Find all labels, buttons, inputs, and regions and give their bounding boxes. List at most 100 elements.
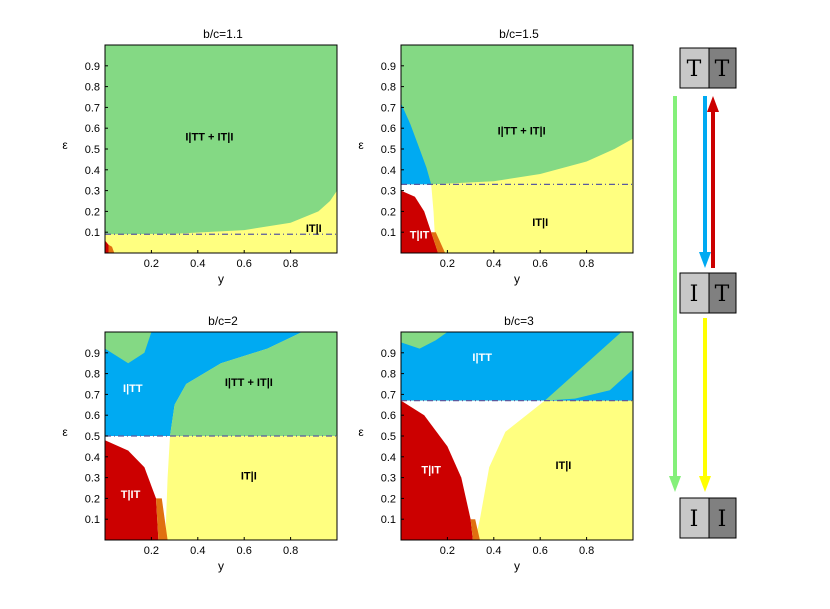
chart-title-4: b/c=3	[504, 314, 534, 328]
region-label: I|TT	[123, 383, 143, 395]
y-tick-label: 0.2	[381, 493, 396, 505]
y-axis-label: ε	[62, 425, 68, 439]
region-mixed	[544, 332, 633, 401]
region-it-i	[105, 190, 337, 253]
y-tick-label: 0.8	[381, 82, 396, 94]
y-tick-label: 0.1	[85, 514, 100, 526]
top-box-left	[679, 47, 710, 89]
y-tick-label: 0.1	[381, 227, 396, 239]
x-tick-label: 0.6	[533, 545, 548, 557]
green-arrow	[669, 96, 681, 492]
region-label: I|TT + IT|I	[498, 125, 546, 137]
y-tick-label: 0.9	[85, 348, 100, 360]
region-t-it	[105, 440, 159, 540]
chart-panel-3: b/c=2 0.2 0.4 0.6 0.8 0.1 0.2 0.3 0.4 0.5 0.6 0.7 0…	[62, 314, 338, 573]
region-label: I|TT	[472, 352, 492, 364]
y-tick-label: 0.9	[381, 61, 396, 73]
region-mixed-top	[401, 332, 448, 349]
x-axis-label: y	[514, 272, 520, 286]
y-tick-label: 0.6	[381, 123, 396, 135]
y-tick-label: 0.4	[381, 452, 396, 464]
y-tick-label: 0.7	[381, 389, 396, 401]
x-tick-label: 0.2	[440, 258, 455, 270]
y-tick-label: 0.8	[85, 369, 100, 381]
top-box-right	[708, 47, 737, 89]
bottom-box-right-label: I	[718, 507, 727, 532]
chart-title-1: b/c=1.1	[203, 27, 243, 41]
y-tick-label: 0.4	[85, 452, 100, 464]
region-mixed-top	[105, 332, 152, 364]
middle-box-right	[708, 272, 737, 314]
plot-area	[401, 332, 633, 540]
x-tick-label: 0.2	[440, 545, 455, 557]
chart-title-3: b/c=2	[208, 314, 238, 328]
x-tick-label: 0.4	[486, 258, 501, 270]
y-tick-label: 0.7	[85, 389, 100, 401]
region-transition	[156, 498, 168, 540]
region-transition	[431, 232, 446, 253]
y-tick-label: 0.7	[381, 102, 396, 114]
y-tick-label: 0.5	[85, 431, 100, 443]
y-tick-label: 0.3	[85, 186, 100, 198]
bottom-box-right	[708, 497, 737, 539]
y-tick-label: 0.5	[381, 431, 396, 443]
x-axis-label: y	[514, 559, 520, 573]
y-tick-label: 0.7	[85, 102, 100, 114]
y-tick-label: 0.2	[381, 206, 396, 218]
region-i-tt	[401, 45, 432, 185]
x-tick-label: 0.4	[486, 545, 501, 557]
middle-box-left-label: I	[690, 282, 699, 307]
y-tick-label: 0.2	[85, 493, 100, 505]
region-t-it	[401, 190, 439, 253]
top-box-right-label: T	[715, 57, 730, 82]
y-tick-label: 0.8	[381, 369, 396, 381]
y-tick-label: 0.8	[85, 82, 100, 94]
plot-area	[105, 332, 337, 540]
red-arrow	[707, 96, 719, 268]
y-tick-label: 0.9	[85, 61, 100, 73]
y-axis-label: ε	[358, 138, 364, 152]
region-label: T|IT	[121, 489, 141, 501]
region-mixed	[105, 45, 337, 253]
region-label: IT|I	[306, 223, 322, 235]
x-axis-label: y	[218, 559, 224, 573]
chart-panel-1: b/c=1.1 0.2 0.4 0.6 0.8 0.1 0.2 0.3 0.4 0.5 0.6 0.…	[62, 27, 338, 286]
y-tick-label: 0.1	[381, 514, 396, 526]
region-label: IT|I	[241, 471, 257, 483]
region-it-i	[431, 138, 633, 253]
region-label: I|TT + IT|I	[185, 132, 233, 144]
chart-title-2: b/c=1.5	[499, 27, 539, 41]
y-tick-label: 0.4	[85, 165, 100, 177]
bottom-box-left-label: I	[690, 507, 699, 532]
chart-panel-4: b/c=3 0.2 0.4 0.6 0.8 0.1 0.2 0.3 0.4 0.5 0.6 0.7 0…	[358, 314, 634, 573]
x-tick-label: 0.6	[237, 545, 252, 557]
y-tick-label: 0.3	[85, 473, 100, 485]
y-tick-label: 0.6	[85, 123, 100, 135]
region-transition	[108, 244, 115, 253]
y-tick-label: 0.6	[85, 410, 100, 422]
plot-area	[401, 45, 633, 253]
x-tick-label: 0.6	[237, 258, 252, 270]
x-tick-label: 0.6	[533, 258, 548, 270]
region-label: T|IT	[421, 464, 441, 476]
y-axis-label: ε	[62, 138, 68, 152]
blue-arrow	[699, 96, 711, 268]
x-tick-label: 0.4	[190, 545, 205, 557]
y-tick-label: 0.2	[85, 206, 100, 218]
yellow-arrow	[699, 318, 711, 492]
region-label: IT|I	[555, 460, 571, 472]
state-diagram: T T I T I I	[669, 47, 737, 539]
y-axis-label: ε	[358, 425, 364, 439]
region-label: T|IT	[410, 229, 430, 241]
region-i-tt	[105, 332, 337, 436]
top-box-left-label: T	[687, 57, 702, 82]
plot-area	[105, 45, 337, 253]
region-label: IT|I	[532, 217, 548, 229]
y-tick-label: 0.5	[85, 144, 100, 156]
middle-box-right-label: T	[715, 282, 730, 307]
x-tick-label: 0.4	[190, 258, 205, 270]
y-tick-label: 0.1	[85, 227, 100, 239]
x-tick-label: 0.2	[144, 545, 159, 557]
region-label: I|TT + IT|I	[225, 377, 273, 389]
